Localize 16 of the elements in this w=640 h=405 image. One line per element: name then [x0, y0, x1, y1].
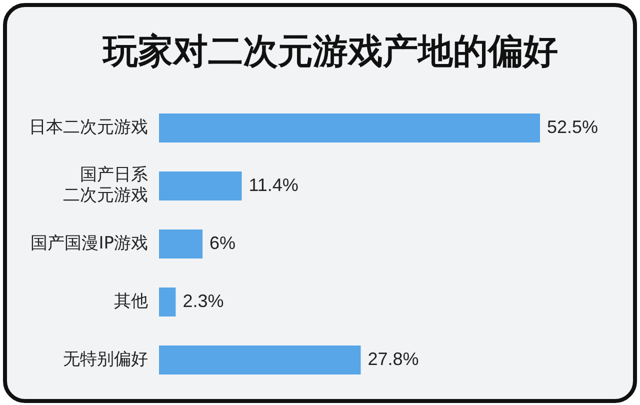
bar [159, 114, 540, 142]
data-label: 2.3% [182, 290, 224, 311]
y-tick-label: 其他 [114, 291, 148, 312]
chart-title: 玩家对二次元游戏产地的偏好 [103, 31, 558, 74]
data-label: 11.4% [248, 174, 298, 195]
bar [159, 172, 242, 200]
data-label: 6% [210, 232, 236, 253]
data-label: 52.5% [547, 116, 598, 137]
data-label: 27.8% [368, 348, 419, 369]
y-tick-label: 国产国漫IP游戏 [30, 233, 148, 254]
y-tick-label: 日本二次元游戏 [29, 117, 148, 138]
y-tick-label: 国产日系二次元游戏 [63, 165, 148, 206]
bar [159, 288, 176, 316]
y-tick-label: 无特别偏好 [63, 349, 148, 370]
bar [159, 346, 361, 374]
bar [159, 230, 203, 258]
